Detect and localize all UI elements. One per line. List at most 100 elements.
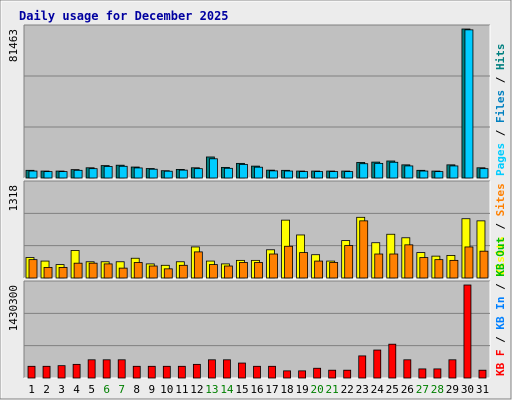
bar-sites-day-21 — [329, 262, 339, 279]
bar-files-day-1 — [28, 170, 38, 179]
x-tick-day-3: 3 — [58, 383, 65, 396]
bar-kbf-day-20 — [313, 367, 322, 379]
bar-sites-day-13 — [208, 264, 218, 279]
bar-kbf-day-26 — [403, 359, 412, 379]
x-tick-day-31: 31 — [476, 383, 489, 396]
bar-kbf-day-28 — [433, 368, 442, 379]
series-files — [28, 29, 489, 179]
x-tick-day-9: 9 — [148, 383, 155, 396]
series-kbf — [27, 284, 487, 379]
bar-files-day-18 — [284, 170, 293, 179]
x-tick-day-29: 29 — [446, 383, 459, 396]
panel-visits-legend: Visits / Sites — [494, 183, 507, 276]
bar-kbf-day-16 — [253, 365, 261, 379]
bar-files-day-6 — [103, 166, 113, 179]
x-tick-day-8: 8 — [133, 383, 140, 396]
bar-kbf-day-13 — [207, 359, 216, 379]
bar-files-day-20 — [314, 171, 324, 179]
x-tick-day-12: 12 — [190, 383, 203, 396]
bar-kbf-day-19 — [298, 370, 307, 379]
x-tick-day-30: 30 — [461, 383, 474, 396]
bar-sites-day-22 — [344, 245, 354, 279]
x-tick-day-10: 10 — [160, 383, 173, 396]
bar-sites-day-19 — [299, 252, 308, 279]
bar-kbf-day-31 — [478, 369, 487, 379]
bar-sites-day-18 — [284, 245, 293, 279]
bar-kbf-day-27 — [418, 368, 427, 379]
bar-files-day-27 — [419, 170, 429, 179]
bar-sites-day-9 — [148, 265, 158, 279]
x-tick-day-18: 18 — [280, 383, 293, 396]
x-tick-day-21: 21 — [326, 383, 339, 396]
bar-files-day-24 — [374, 162, 384, 179]
bar-files-day-28 — [434, 171, 444, 179]
bar-kbf-day-10 — [162, 365, 171, 379]
chart-title: Daily usage for December 2025 — [19, 9, 229, 23]
bar-kbf-day-15 — [238, 362, 246, 379]
bar-files-day-26 — [404, 165, 414, 179]
bar-files-day-5 — [88, 168, 98, 179]
bar-files-day-31 — [479, 168, 489, 179]
bar-kbf-day-29 — [448, 359, 457, 379]
panel-kbytes-ytick: 1430300 — [7, 285, 20, 331]
bar-files-day-16 — [254, 166, 263, 179]
bar-sites-day-23 — [359, 220, 369, 279]
x-tick-day-22: 22 — [341, 383, 354, 396]
x-tick-day-20: 20 — [311, 383, 324, 396]
bar-files-day-3 — [58, 171, 68, 179]
x-axis: 1 2 3 4 5 6 7 8 9 10 11 12 13 14 15 16 17 18 19 20 21 22 23 24 2… — [28, 383, 489, 396]
bar-sites-day-26 — [404, 244, 414, 279]
x-tick-day-14: 14 — [220, 383, 234, 396]
bar-sites-day-30 — [464, 246, 474, 279]
bar-kbf-day-9 — [147, 365, 156, 379]
series-sites — [28, 220, 489, 279]
bar-kbf-day-21 — [328, 369, 337, 379]
bar-sites-day-28 — [434, 259, 444, 279]
bar-files-day-21 — [329, 171, 339, 179]
bar-sites-day-6 — [103, 263, 113, 279]
bar-files-day-2 — [43, 171, 53, 179]
bar-files-day-15 — [239, 164, 248, 179]
legend-files: Files — [494, 90, 507, 123]
x-tick-day-19: 19 — [295, 383, 308, 396]
bar-files-day-30 — [464, 29, 474, 179]
x-tick-day-26: 26 — [401, 383, 414, 396]
legend-kb-out: KB Out — [494, 237, 507, 277]
bar-sites-day-7 — [118, 267, 128, 279]
legend-kb-in: KB In — [494, 297, 507, 330]
bar-sites-day-20 — [314, 260, 324, 279]
bar-kbf-day-25 — [388, 343, 397, 379]
panel-visits: 1318 Visits / Sites — [7, 180, 507, 279]
bar-kbf-day-1 — [27, 365, 36, 379]
x-tick-day-2: 2 — [43, 383, 50, 396]
x-tick-day-28: 28 — [431, 383, 444, 396]
x-tick-day-11: 11 — [175, 383, 188, 396]
legend-separator: / — [494, 277, 507, 297]
panel-hits-ytick: 81463 — [7, 29, 20, 62]
bar-kbf-day-4 — [72, 363, 81, 379]
bar-kbf-day-11 — [177, 365, 186, 379]
bar-sites-day-17 — [269, 253, 278, 279]
bar-sites-day-27 — [419, 257, 429, 279]
legend-pages: Pages — [494, 143, 507, 176]
x-tick-day-24: 24 — [371, 383, 385, 396]
legend-separator: / — [494, 216, 507, 236]
bar-kbf-day-24 — [373, 349, 382, 379]
panel-hits-legend: Pages / Files / Hits — [494, 44, 507, 177]
bar-sites-day-24 — [374, 253, 384, 279]
bar-sites-day-3 — [58, 267, 68, 279]
bar-kbf-day-12 — [192, 363, 201, 379]
bar-kbf-day-23 — [358, 355, 367, 379]
bar-sites-day-29 — [449, 259, 459, 279]
panel-hits-background — [24, 25, 490, 178]
bar-kbf-day-30 — [463, 284, 472, 379]
bar-sites-day-1 — [28, 259, 38, 279]
bar-kbf-day-22 — [343, 369, 352, 379]
bar-sites-day-11 — [178, 264, 188, 279]
bar-files-day-19 — [299, 171, 308, 179]
bar-files-day-29 — [449, 165, 459, 179]
bar-sites-day-16 — [254, 262, 263, 279]
legend-separator: / — [494, 123, 507, 143]
legend-separator: / — [494, 330, 507, 350]
